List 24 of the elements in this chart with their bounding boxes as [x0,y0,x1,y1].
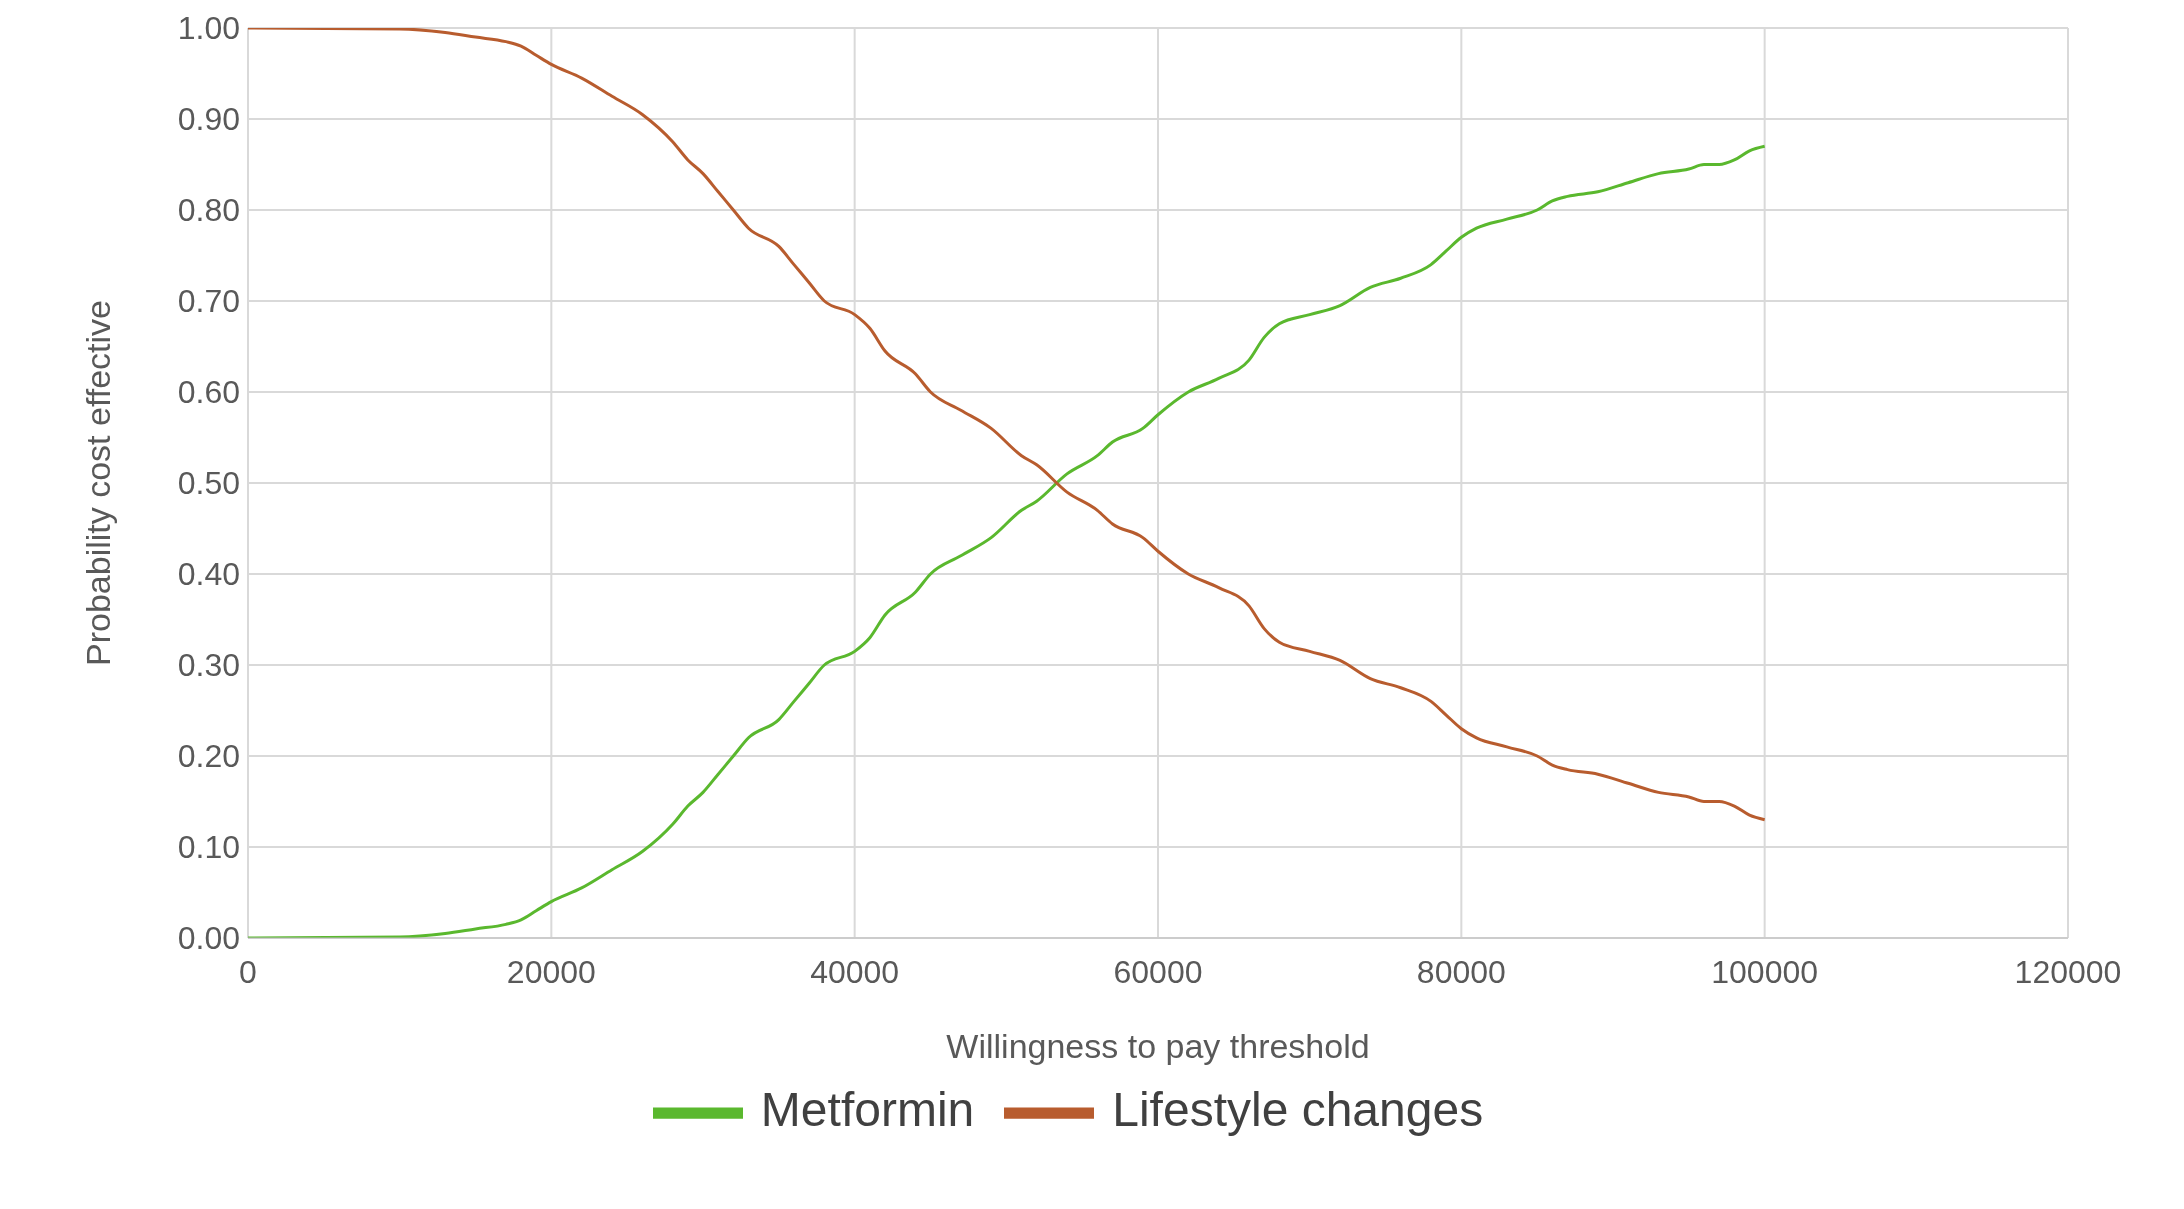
line-series [248,28,1767,822]
y-tick-label: 0.50 [177,465,240,502]
y-tick-label: 0.00 [177,920,240,957]
y-axis-title: Probability cost effective [79,300,118,666]
legend-label: Metformin [760,1082,975,1136]
y-tick-label: 0.40 [177,556,240,593]
x-tick-label: 60000 [1113,953,1203,990]
x-axis-title: Willingness to pay threshold [946,1027,1370,1065]
y-tick-label: 0.90 [177,101,240,138]
line-series [248,144,1767,938]
y-tick-label: 0.60 [177,374,240,411]
x-tick-label: 40000 [810,953,900,990]
x-tick-label: 0 [239,953,257,990]
y-tick-label: 1.00 [177,10,240,47]
x-tick-label: 100000 [1711,953,1819,990]
y-tick-label: 0.10 [177,829,240,866]
y-tick-label: 0.70 [177,283,240,320]
y-tick-label: 0.20 [177,738,240,775]
x-tick-label: 80000 [1416,953,1506,990]
y-tick-label: 0.80 [177,192,240,229]
x-tick-label: 120000 [2014,953,2122,990]
y-tick-label: 0.30 [177,647,240,684]
legend-label: Lifestyle changes [1112,1082,1484,1136]
x-tick-label: 20000 [506,953,596,990]
